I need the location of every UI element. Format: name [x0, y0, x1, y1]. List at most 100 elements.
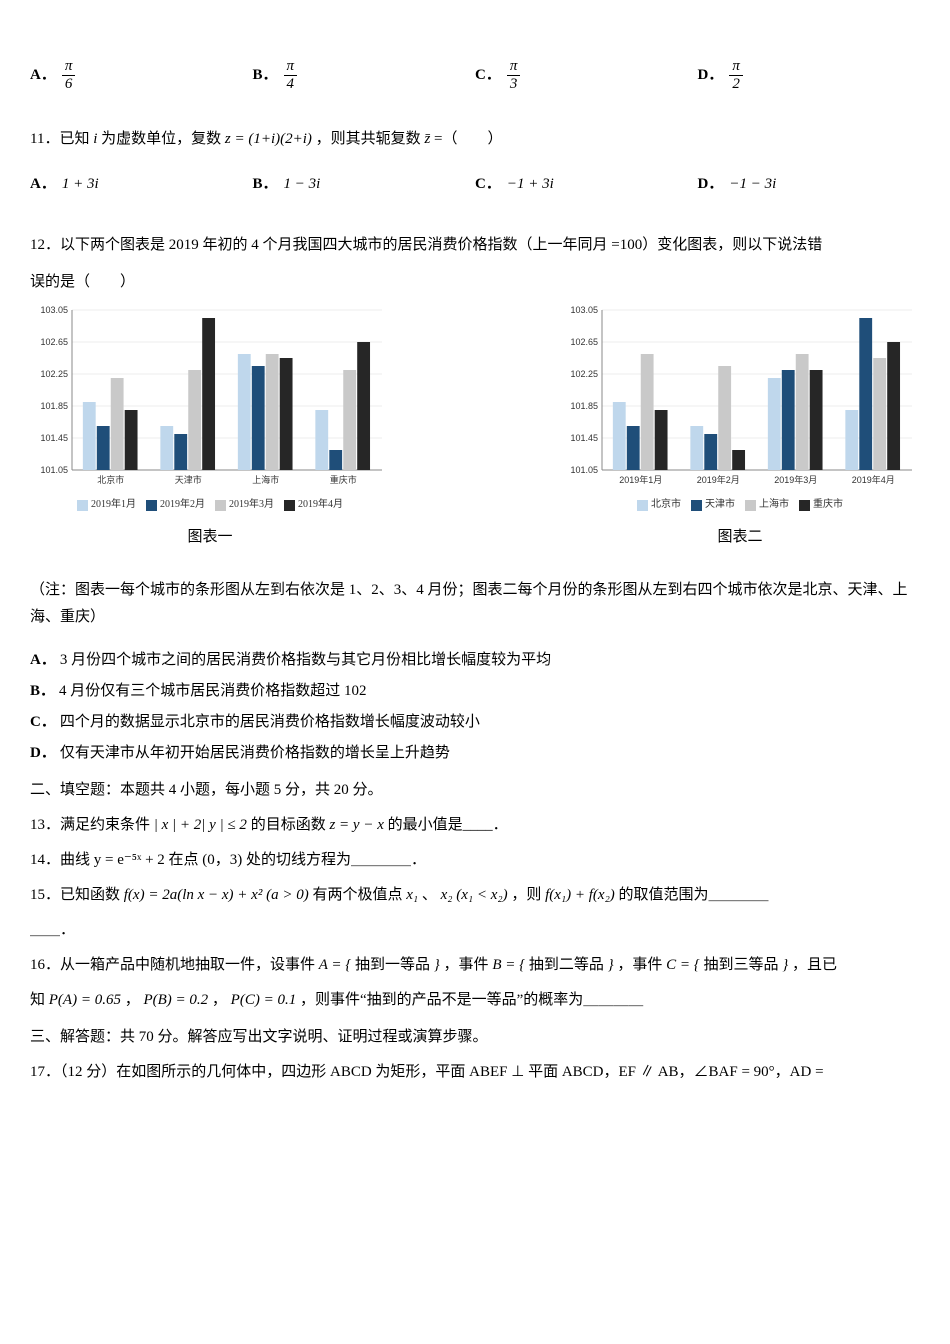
- svg-text:102.65: 102.65: [570, 337, 598, 347]
- section3-head: 三、解答题：共 70 分。解答应写出文字说明、证明过程或演算步骤。: [30, 1024, 920, 1051]
- text: ，则: [511, 887, 545, 903]
- q12-choice-a: A．3 月份四个城市之间的居民消费价格指数与其它月份相比增长幅度较为平均: [30, 647, 920, 674]
- den: 2: [729, 76, 743, 93]
- q15: 15．已知函数 f(x) = 2a(ln x − x) + x² (a > 0)…: [30, 882, 920, 909]
- option-b-label: B．: [253, 62, 278, 89]
- text: 13．满足约束条件: [30, 817, 154, 833]
- q15-line2: ＿＿．: [30, 917, 920, 944]
- svg-text:北京市: 北京市: [97, 474, 124, 485]
- comma: ，: [212, 992, 227, 1008]
- den: 4: [284, 76, 298, 93]
- chart1-wrap: 101.05101.45101.85102.25102.65103.05北京市天…: [30, 302, 390, 571]
- svg-text:102.25: 102.25: [40, 369, 68, 379]
- lab: B．: [30, 683, 55, 699]
- text: ，且已: [792, 957, 837, 973]
- option-c-fraction: π 3: [507, 58, 521, 92]
- option-d-label: D．: [698, 62, 724, 89]
- num: π: [507, 58, 521, 76]
- close: }: [608, 957, 614, 973]
- q12-choice-d: D．仅有天津市从年初开始居民消费价格指数的增长呈上升趋势: [30, 740, 920, 767]
- charts-row: 101.05101.45101.85102.25102.65103.05北京市天…: [30, 302, 920, 571]
- lab: D．: [698, 171, 724, 198]
- text: 知: [30, 992, 49, 1008]
- B-desc: 抽到二等品: [529, 957, 604, 973]
- q11-option-c: C．−1 + 3i: [475, 171, 698, 198]
- option-a-label: A．: [30, 62, 56, 89]
- lab: A．: [30, 652, 56, 668]
- q15-fx: f(x) = 2a(ln x − x) + x² (a > 0): [124, 887, 309, 903]
- z-expr: z = (1+i)(2+i): [225, 131, 312, 147]
- text: 的最小值是____．: [388, 817, 508, 833]
- q17: 17．（12 分）在如图所示的几何体中，四边形 ABCD 为矩形，平面 ABEF…: [30, 1059, 920, 1086]
- text: ，事件: [444, 957, 493, 973]
- text: ，事件: [617, 957, 666, 973]
- q17-text: 17．（12 分）在如图所示的几何体中，四边形 ABCD 为矩形，平面 ABEF…: [30, 1064, 824, 1080]
- svg-text:天津市: 天津市: [175, 474, 202, 485]
- chart2-wrap: 101.05 101.45 101.85 102.25 102.65 103.05 2019…: [560, 302, 920, 571]
- svg-text:102.25: 102.25: [570, 369, 598, 379]
- svg-text:101.45: 101.45: [570, 433, 598, 443]
- C-desc: 抽到三等品: [704, 957, 779, 973]
- option-a: A． π 6: [30, 58, 253, 92]
- chart2-legend: 北京市天津市上海市重庆市: [560, 496, 920, 514]
- svg-text:上海市: 上海市: [252, 474, 279, 485]
- option-b: B． π 4: [253, 58, 476, 92]
- q11-option-d: D．−1 − 3i: [698, 171, 921, 198]
- A-desc: 抽到一等品: [355, 957, 430, 973]
- svg-text:重庆市: 重庆市: [330, 474, 357, 485]
- lab: C．: [475, 171, 501, 198]
- num: π: [284, 58, 298, 76]
- svg-text:2019年1月: 2019年1月: [619, 474, 662, 485]
- PB: P(B) = 0.2: [143, 992, 208, 1008]
- q11-options: A．1 + 3i B．1 − 3i C．−1 + 3i D．−1 − 3i: [30, 171, 920, 198]
- svg-text:2019年3月: 2019年3月: [774, 474, 817, 485]
- q13: 13．满足约束条件 | x | + 2| y | ≤ 2 的目标函数 z = y…: [30, 812, 920, 839]
- num: π: [729, 58, 743, 76]
- q15-sum: f(x₁) + f(x₂): [545, 887, 615, 903]
- text: 3 月份四个城市之间的居民消费价格指数与其它月份相比增长幅度较为平均: [60, 652, 551, 668]
- svg-text:101.05: 101.05: [40, 465, 68, 475]
- q12-stem: 12．以下两个图表是 2019 年初的 4 个月我国四大城市的居民消费价格指数（…: [30, 232, 920, 259]
- svg-text:101.85: 101.85: [40, 401, 68, 411]
- q16: 16．从一箱产品中随机地抽取一件，设事件 A = { 抽到一等品 } ，事件 B…: [30, 952, 920, 979]
- text: 11．已知: [30, 131, 93, 147]
- chart2-svg: 101.05 101.45 101.85 102.25 102.65 103.05 2019…: [560, 302, 920, 492]
- q12-stem-line1: 12．以下两个图表是 2019 年初的 4 个月我国四大城市的居民消费价格指数（…: [30, 237, 822, 253]
- chart1-title: 图表一: [30, 524, 390, 551]
- svg-text:2019年2月: 2019年2月: [697, 474, 740, 485]
- i-var: i: [93, 131, 97, 147]
- option-d-fraction: π 2: [729, 58, 743, 92]
- text: ，则事件“抽到的产品不是一等品”的概率为＿＿＿＿: [300, 992, 643, 1008]
- svg-text:2019年4月: 2019年4月: [852, 474, 895, 485]
- PC: P(C) = 0.1: [231, 992, 297, 1008]
- text: 有两个极值点: [312, 887, 406, 903]
- q16-line2: 知 P(A) = 0.65 ， P(B) = 0.2 ， P(C) = 0.1 …: [30, 987, 920, 1014]
- text: 为虚数单位，复数: [101, 131, 225, 147]
- option-b-fraction: π 4: [284, 58, 298, 92]
- section2-head: 二、填空题：本题共 4 小题，每小题 5 分，共 20 分。: [30, 777, 920, 804]
- close: }: [434, 957, 440, 973]
- comma: ，: [125, 992, 140, 1008]
- chart1-legend: 2019年1月2019年2月2019年3月2019年4月: [30, 496, 390, 514]
- q11-option-a: A．1 + 3i: [30, 171, 253, 198]
- q12-choice-b: B．4 月份仅有三个城市居民消费价格指数超过 102: [30, 678, 920, 705]
- text: =（ ）: [434, 131, 502, 147]
- lab: A．: [30, 171, 56, 198]
- den: 6: [62, 76, 76, 93]
- x1: x₁: [406, 887, 418, 903]
- text: 4 月份仅有三个城市居民消费价格指数超过 102: [59, 683, 367, 699]
- q12-stem-line2: 误的是（ ）: [30, 269, 920, 296]
- lab: C．: [30, 714, 56, 730]
- svg-text:102.65: 102.65: [40, 337, 68, 347]
- text: 16．从一箱产品中随机地抽取一件，设事件: [30, 957, 319, 973]
- A-open: A = {: [319, 957, 352, 973]
- text: 、: [422, 887, 437, 903]
- svg-text:101.05: 101.05: [570, 465, 598, 475]
- option-c: C． π 3: [475, 58, 698, 92]
- chart1-svg: 101.05101.45101.85102.25102.65103.05北京市天…: [30, 302, 390, 492]
- val: 1 + 3i: [62, 171, 99, 198]
- q11-option-b: B．1 − 3i: [253, 171, 476, 198]
- svg-text:103.05: 103.05: [570, 305, 598, 315]
- val: 1 − 3i: [284, 171, 321, 198]
- svg-text:101.85: 101.85: [570, 401, 598, 411]
